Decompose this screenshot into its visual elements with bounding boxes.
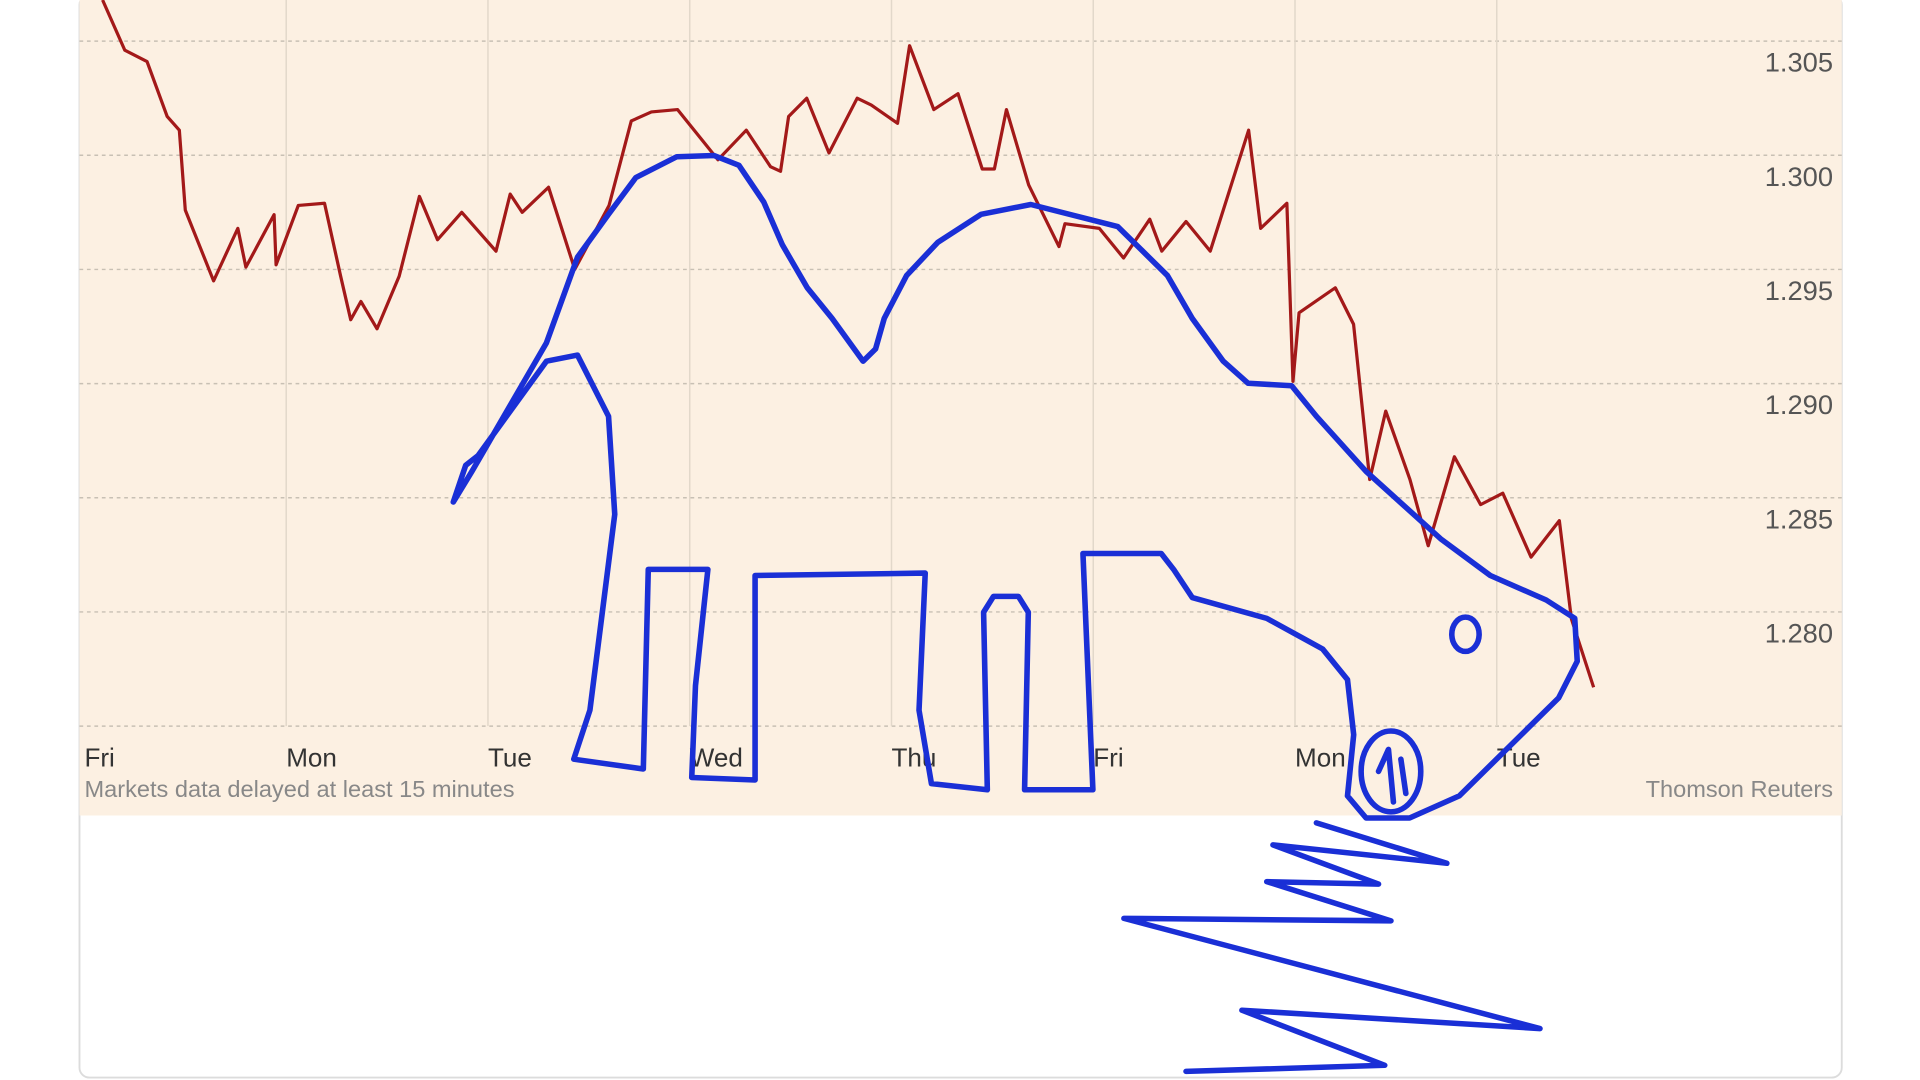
x-tick-label: Fri	[84, 745, 114, 773]
x-tick-label: Mon	[1295, 745, 1346, 773]
y-tick-label: 1.295	[1765, 275, 1833, 306]
camel-eye	[1449, 614, 1482, 655]
camel-spit	[1121, 820, 1543, 1075]
y-tick-label: 1.300	[1765, 161, 1833, 192]
x-tick-label: Tue	[488, 745, 532, 773]
lines	[101, 0, 1596, 688]
y-tick-label: 1.305	[1765, 47, 1833, 78]
y-tick-label: 1.280	[1765, 618, 1833, 649]
x-tick-label: Fri	[1093, 745, 1123, 773]
labels: Markets data delayed at least 15 minutes…	[84, 47, 1833, 802]
price-line	[101, 0, 1596, 688]
camel-outline	[450, 152, 1581, 821]
camel-nostril	[1358, 728, 1424, 815]
camel-nostril-scribble	[1375, 746, 1409, 805]
x-tick-label: Wed	[690, 745, 743, 773]
x-tick-label: Mon	[286, 745, 337, 773]
y-tick-label: 1.285	[1765, 504, 1833, 535]
source: Thomson Reuters	[1646, 776, 1833, 802]
plot-background	[79, 0, 1842, 816]
y-tick-label: 1.290	[1765, 389, 1833, 420]
note: Markets data delayed at least 15 minutes	[84, 776, 514, 802]
camel-doodle	[450, 152, 1581, 1075]
